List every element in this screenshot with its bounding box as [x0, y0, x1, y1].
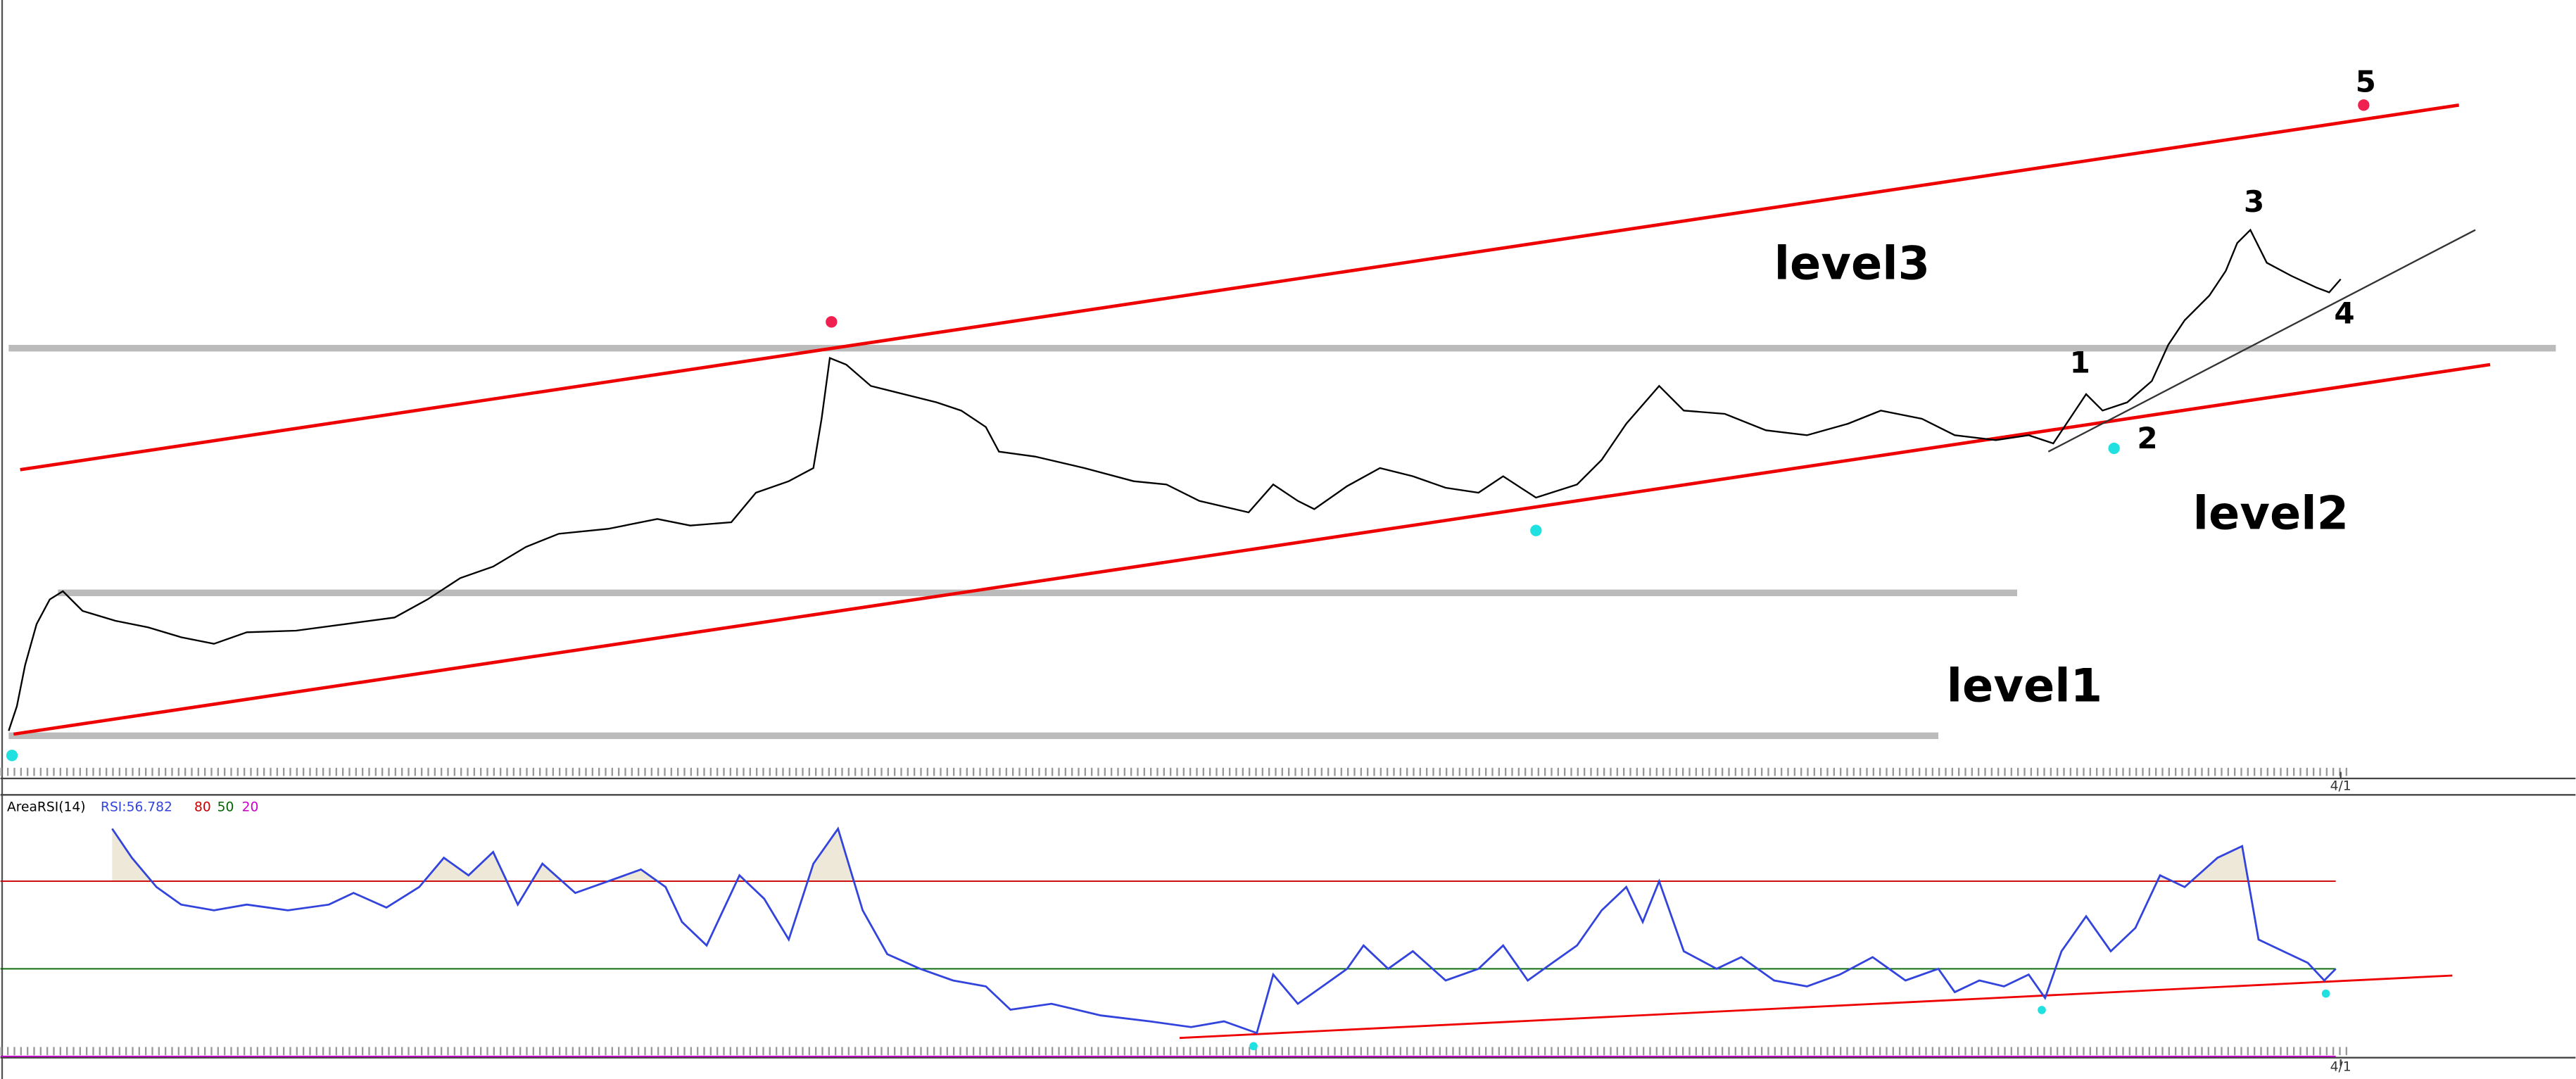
wave-label: 3: [2244, 184, 2264, 219]
trend-line: [13, 362, 2491, 736]
dot: [2108, 442, 2120, 455]
wave-label: 1: [2070, 346, 2090, 380]
level-label: 20: [242, 800, 259, 815]
dot: [6, 750, 18, 762]
dot: [2358, 99, 2370, 111]
dots: [6, 99, 2370, 1051]
level-label: 80: [194, 800, 211, 815]
data-line: [111, 826, 2337, 1035]
dot: [826, 316, 838, 328]
trend-line: [20, 103, 2460, 472]
dot: [1249, 1042, 1258, 1051]
rsi-trend-line: [1179, 974, 2453, 1040]
wave-label: 4: [2334, 296, 2354, 331]
wave-label: 2: [2137, 421, 2157, 455]
wave-label: 5: [2356, 65, 2376, 99]
dot: [2321, 989, 2330, 998]
x-tick-label: 4/1: [2330, 778, 2351, 793]
dot: [1530, 524, 1542, 536]
trend-line: [2047, 229, 2476, 453]
dot: [2038, 1006, 2046, 1014]
indicator-title: AreaRSI(14): [7, 800, 86, 815]
level-label: 50: [217, 800, 234, 815]
x-tick-label: 4/1: [2330, 1059, 2351, 1074]
data-line: [8, 228, 2342, 731]
annotation: level2: [2193, 486, 2349, 540]
annotation: level1: [1947, 659, 2102, 712]
annotation: level3: [1774, 237, 1930, 291]
legend: RSI:56.782: [101, 800, 172, 815]
